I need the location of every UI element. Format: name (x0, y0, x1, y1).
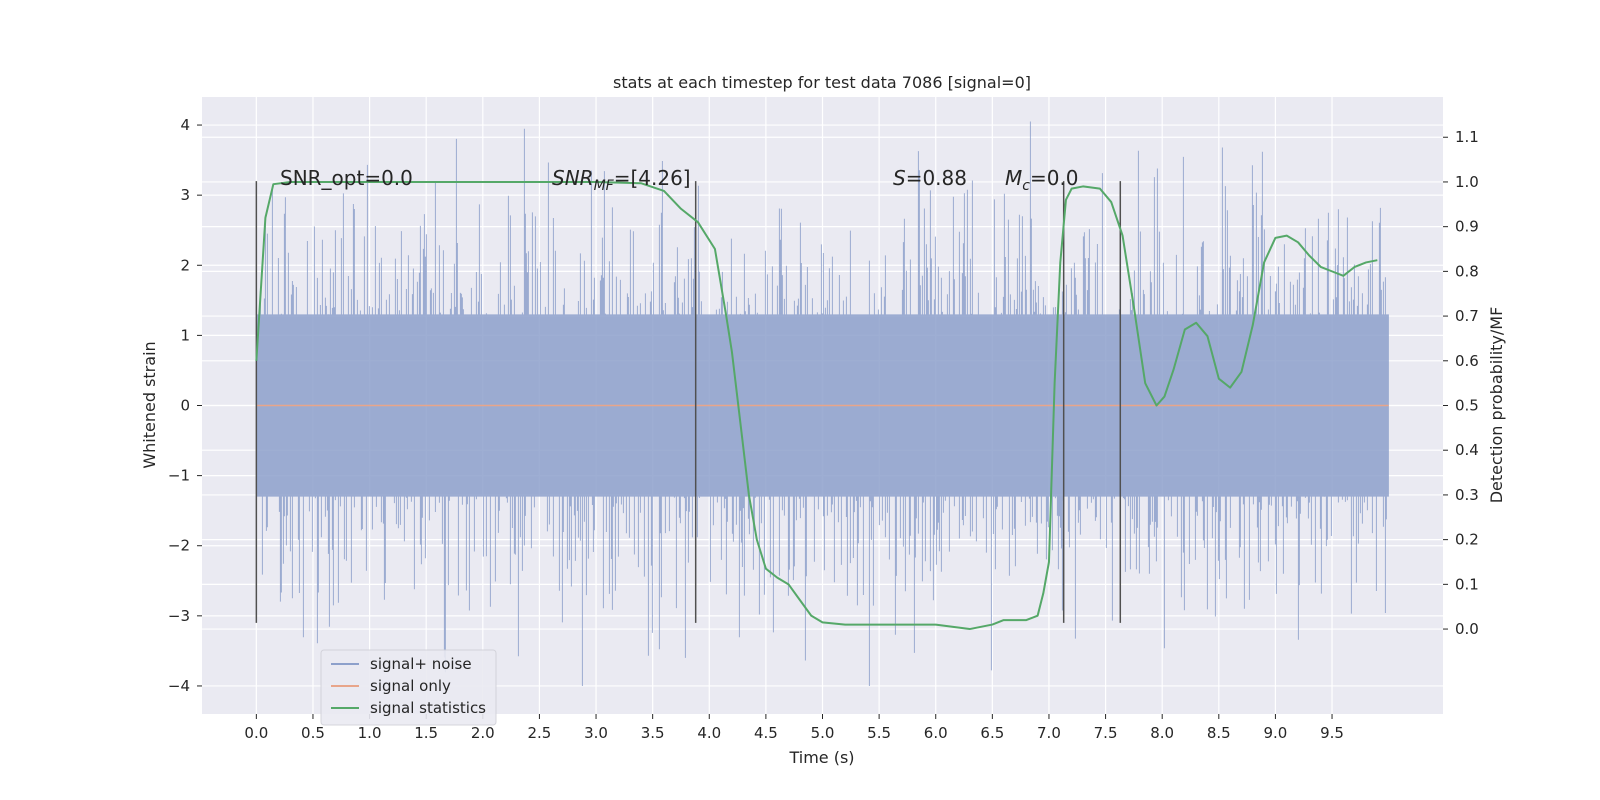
x-tick-label: 0.5 (301, 724, 325, 742)
annotation-snr-mf-symbol: SNR (552, 166, 594, 190)
y2-tick-label: 0.7 (1455, 307, 1479, 325)
x-tick-label: 3.5 (641, 724, 665, 742)
y-tick-label: 3 (180, 186, 190, 204)
y2-tick-label: 0.1 (1455, 575, 1479, 593)
y-tick-label: −4 (168, 677, 190, 695)
annotation-mc: Mc=0.0 (1005, 166, 1079, 194)
y-tick-label: 2 (180, 256, 190, 274)
legend-label-signal-statistics: signal statistics (370, 699, 486, 717)
x-tick-label: 8.0 (1150, 724, 1174, 742)
y2-tick-label: 0.0 (1455, 620, 1479, 638)
legend-box (320, 649, 497, 726)
x-tick-label: 4.5 (754, 724, 778, 742)
y2-tick-label: 0.8 (1455, 262, 1479, 280)
chart-title: stats at each timestep for test data 708… (613, 73, 1031, 92)
y-tick-label: −3 (168, 607, 190, 625)
y-tick-label: −1 (168, 467, 190, 485)
y-axis-label: Whitened strain (140, 341, 159, 468)
y2-tick-label: 0.6 (1455, 352, 1479, 370)
annotation-mc-value: =0.0 (1030, 166, 1079, 190)
legend: signal+ noise signal only signal statist… (320, 649, 497, 726)
x-tick-label: 8.5 (1207, 724, 1231, 742)
signal-statistics-line (255, 180, 1378, 631)
x-axis-ticks: 0.0 0.5 1.0 1.5 2.0 2.5 3.0 3.5 4.0 4.5 5.0 5.5 6.0 6… (244, 714, 1344, 742)
x-tick-label: 1.5 (414, 724, 438, 742)
legend-label-signal-only: signal only (370, 677, 451, 695)
annotation-snr-mf-subscript: MF (594, 178, 615, 194)
x-tick-label: 1.0 (358, 724, 382, 742)
annotation-snr-mf-value: =[4.26] (614, 166, 691, 190)
x-tick-label: 9.0 (1263, 724, 1287, 742)
y2-axis-ticks: 1.1 1.0 0.9 0.8 0.7 0.6 0.5 0.4 0.3 0.2 0.1 0.0 (1443, 128, 1479, 638)
y2-axis-label: Detection probability/MF (1487, 307, 1506, 504)
x-tick-label: 5.0 (811, 724, 835, 742)
x-tick-label: 9.5 (1320, 724, 1344, 742)
annotation-s-symbol: S (893, 166, 906, 190)
x-tick-label: 2.0 (471, 724, 495, 742)
y2-tick-label: 0.4 (1455, 441, 1479, 459)
annotation-snr-mf: SNRMF=[4.26] (552, 166, 691, 194)
x-tick-label: 7.5 (1094, 724, 1118, 742)
y2-tick-label: 0.3 (1455, 486, 1479, 504)
y-tick-label: 1 (180, 326, 190, 344)
y2-tick-label: 0.9 (1455, 218, 1479, 236)
y2-tick-label: 1.1 (1455, 128, 1479, 146)
x-axis-label: Time (s) (788, 748, 854, 767)
legend-label-signal-noise: signal+ noise (370, 655, 472, 673)
x-tick-label: 5.5 (867, 724, 891, 742)
x-tick-label: 3.0 (584, 724, 608, 742)
annotation-mc-symbol: M (1005, 166, 1022, 190)
annotation-s-value: =0.88 (906, 166, 967, 190)
y2-tick-label: 1.0 (1455, 173, 1479, 191)
x-tick-label: 0.0 (244, 724, 268, 742)
x-tick-label: 2.5 (527, 724, 551, 742)
y-tick-label: −2 (168, 537, 190, 555)
annotation-snr-opt: SNR_opt=0.0 (280, 166, 413, 190)
y-tick-label: 0 (180, 397, 190, 415)
y-axis-ticks: 4 3 2 1 0 −1 −2 −3 −4 (168, 116, 202, 695)
x-tick-label: 6.0 (924, 724, 948, 742)
annotation-mc-subscript: c (1022, 178, 1030, 194)
x-tick-label: 6.5 (980, 724, 1004, 742)
x-tick-label: 7.0 (1037, 724, 1061, 742)
y2-tick-label: 0.2 (1455, 531, 1479, 549)
y2-tick-label: 0.5 (1455, 397, 1479, 415)
x-tick-label: 4.0 (697, 724, 721, 742)
y-tick-label: 4 (180, 116, 190, 134)
annotation-s: S=0.88 (893, 166, 967, 190)
event-lines (255, 181, 1122, 623)
signal-statistics-series (255, 180, 1378, 631)
